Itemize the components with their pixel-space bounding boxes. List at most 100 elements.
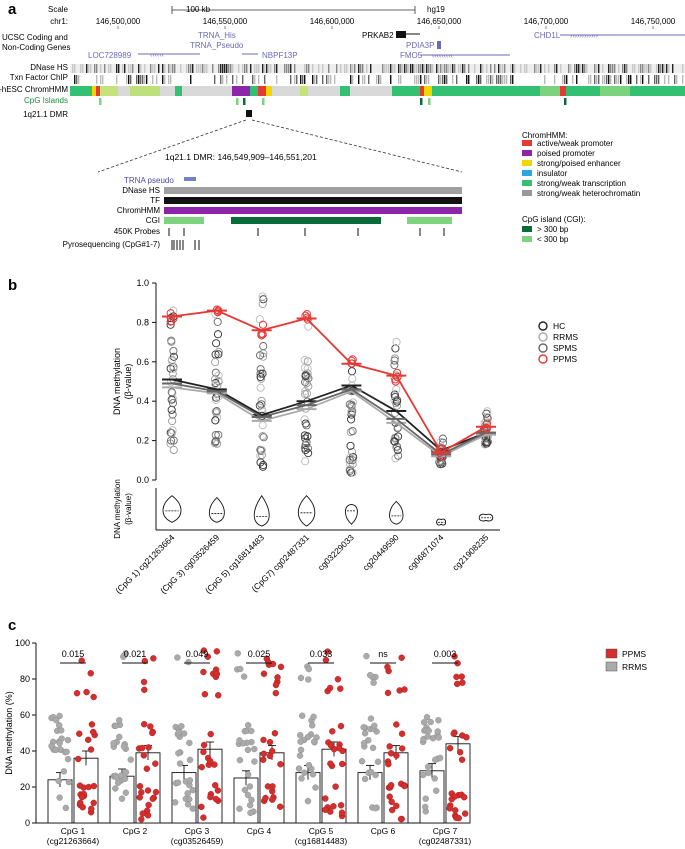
b-point	[211, 416, 220, 425]
cgi-label: < 300 bp	[537, 235, 569, 244]
c-point	[152, 788, 160, 796]
b-xtick: cg03229033	[316, 532, 356, 572]
b-point	[301, 372, 310, 381]
legend-swatch	[522, 170, 532, 176]
legend-swatch	[522, 180, 532, 186]
b-legend-label: HC	[553, 321, 565, 331]
dmr-marker	[246, 110, 252, 117]
b-point	[390, 354, 400, 363]
c-point	[244, 746, 252, 754]
c-point	[63, 748, 70, 756]
violin	[253, 494, 270, 527]
c-point	[305, 761, 313, 769]
c-point	[322, 806, 329, 813]
b-point	[214, 371, 223, 380]
c-pvalue: ns	[378, 649, 388, 659]
b-point	[346, 441, 355, 450]
c-point	[213, 670, 221, 678]
b-point	[169, 436, 178, 445]
b-point	[211, 368, 220, 377]
gene-track: TRNA_His TRNA_Pseudo LOC728989 ‹‹‹‹‹‹ NB…	[88, 31, 685, 60]
c-point	[117, 772, 125, 779]
gene-nbpf13p: NBPF13P	[262, 51, 298, 60]
c-point	[370, 679, 377, 686]
c-xtick: (cg02487331)	[419, 836, 472, 846]
c-point	[304, 733, 312, 741]
c-point	[145, 801, 152, 809]
cgi-swatch	[522, 226, 532, 232]
b-point	[212, 439, 222, 448]
c-point	[237, 665, 244, 673]
c-ytick: 100	[15, 638, 30, 648]
c-point	[201, 691, 209, 698]
c-point	[251, 745, 258, 753]
c-point	[401, 782, 408, 790]
zoom-cgi-1	[164, 217, 204, 224]
b-ppms-point	[436, 444, 445, 454]
b-point	[482, 413, 491, 422]
b-point	[347, 415, 356, 424]
c-point	[85, 736, 92, 744]
c-point	[214, 787, 222, 794]
c-point	[211, 761, 218, 768]
c-point	[184, 801, 192, 808]
b-point	[256, 458, 265, 467]
c-point	[387, 750, 395, 757]
coord-tick: 146,550,000	[203, 17, 248, 26]
c-point	[152, 760, 159, 767]
c-point	[332, 783, 339, 790]
c-point	[423, 713, 431, 721]
c-point	[431, 775, 438, 782]
b-point	[301, 441, 310, 450]
c-ytick: 20	[20, 782, 30, 792]
c-point	[240, 673, 248, 680]
c-point	[386, 743, 393, 750]
c-point	[262, 794, 269, 802]
c-xtick: CpG 1	[61, 826, 86, 836]
c-point	[136, 794, 143, 801]
c-point	[200, 741, 208, 749]
c-point	[207, 730, 214, 738]
b-ppms-point	[214, 306, 223, 315]
c-point	[234, 650, 241, 657]
c-point	[200, 647, 208, 654]
b-point	[482, 438, 491, 447]
c-point	[149, 729, 156, 737]
b-point	[302, 440, 311, 449]
c-point	[299, 712, 306, 719]
b-ytick: 0.6	[136, 357, 149, 367]
c-point	[310, 713, 317, 721]
c-point	[200, 748, 207, 756]
c-point	[189, 786, 196, 794]
c-point	[309, 722, 316, 729]
legend-label: active/weak promoter	[537, 139, 613, 148]
gene-loc728989: LOC728989	[88, 51, 132, 60]
c-point	[456, 749, 464, 756]
c-point	[337, 685, 344, 692]
violin	[162, 495, 182, 523]
zoom-pyro-sites	[171, 240, 200, 250]
b-point	[168, 410, 177, 419]
b-series-line	[171, 382, 487, 456]
panel-c-label: c	[8, 617, 16, 634]
b-point	[301, 457, 310, 466]
b-point	[346, 428, 355, 437]
c-point	[424, 733, 431, 740]
c-xtick: CpG 5	[309, 826, 334, 836]
cgi-legend: > 300 bp< 300 bp	[522, 225, 569, 244]
legend-label: strong/poised enhancer	[537, 159, 621, 168]
b-point	[257, 446, 266, 456]
b-point	[437, 457, 446, 467]
b-point	[166, 314, 175, 323]
c-point	[311, 738, 318, 745]
c-point	[244, 771, 252, 778]
c-point	[264, 783, 272, 790]
b-ppms-point	[166, 309, 175, 318]
b-point	[345, 400, 354, 409]
c-point	[371, 722, 378, 729]
b-ylabel: DNA methylation	[112, 348, 122, 415]
c-point	[401, 686, 408, 693]
c-point	[247, 809, 254, 817]
